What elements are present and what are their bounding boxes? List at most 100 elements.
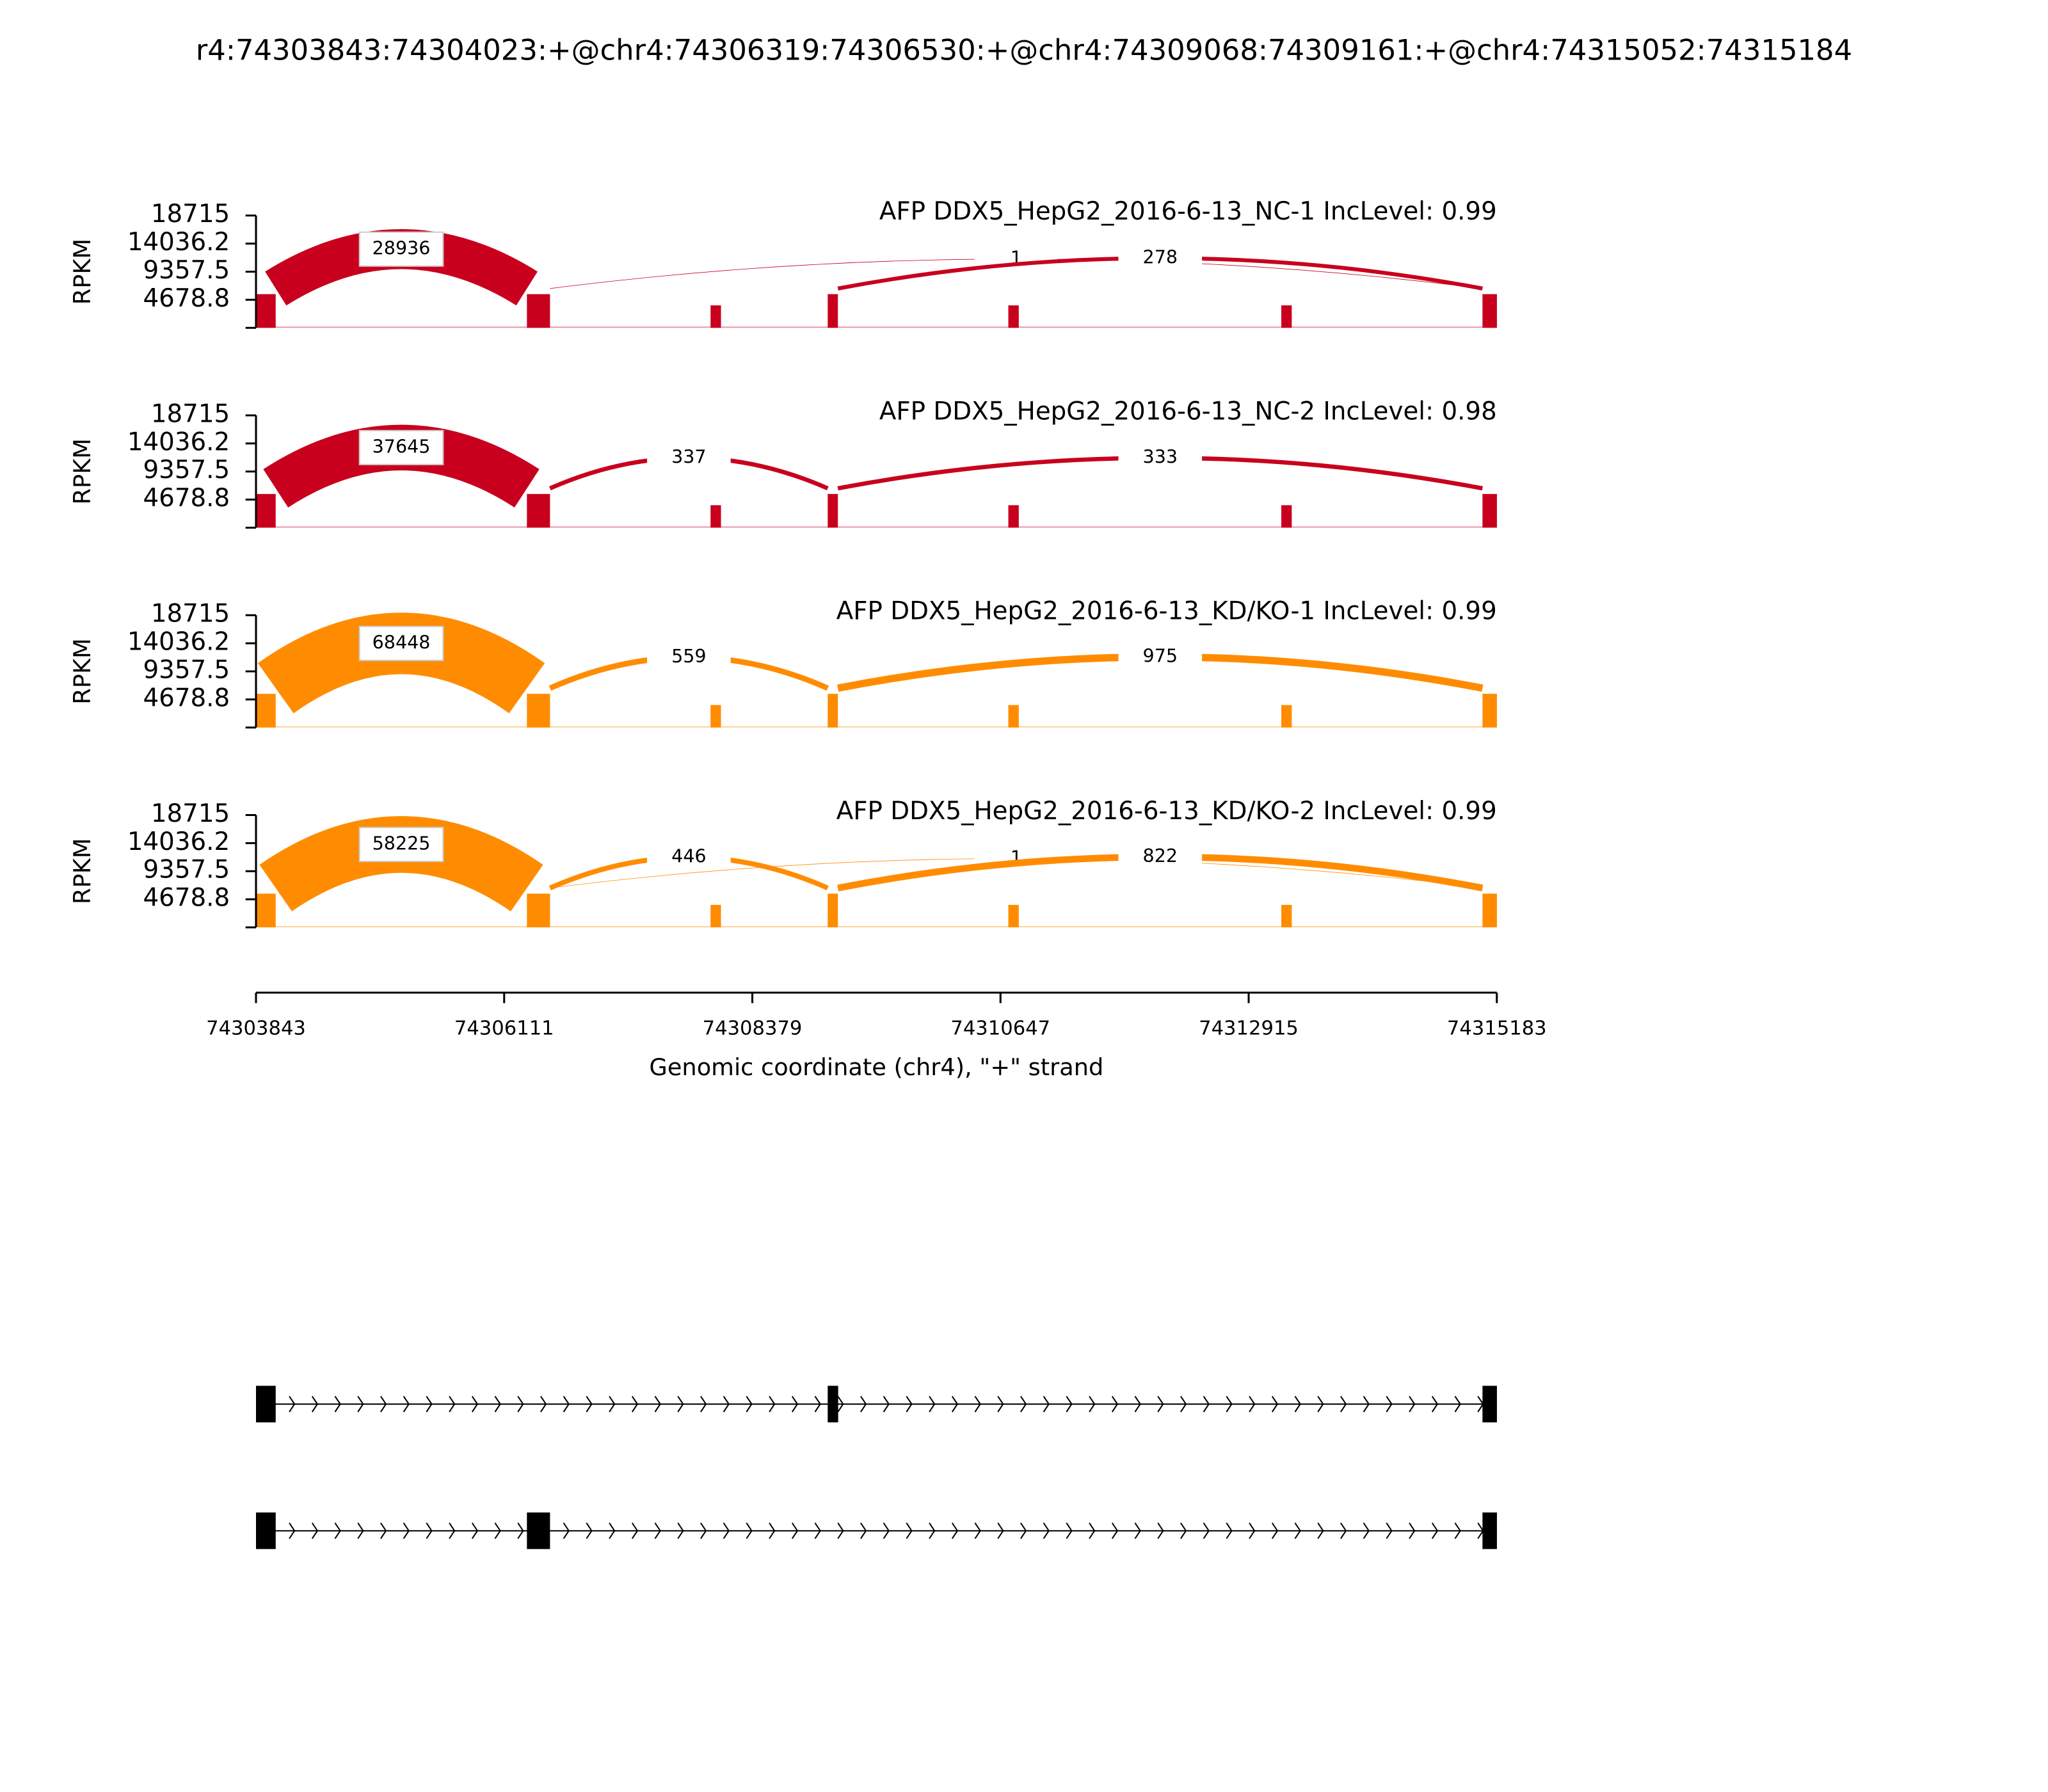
strand-arrow bbox=[1431, 1523, 1439, 1539]
strand-arrow bbox=[1157, 1396, 1164, 1412]
strand-arrow bbox=[654, 1523, 661, 1539]
strand-arrow bbox=[586, 1523, 593, 1539]
y-tick-label: 9357.5 bbox=[143, 256, 230, 285]
junction-label-box bbox=[1118, 840, 1203, 874]
strand-arrow bbox=[1043, 1523, 1050, 1539]
y-tick-label: 9357.5 bbox=[143, 456, 230, 484]
strand-arrow bbox=[677, 1523, 684, 1539]
strand-arrow bbox=[746, 1396, 753, 1412]
strand-arrow bbox=[494, 1523, 501, 1539]
coverage bbox=[710, 305, 721, 328]
strand-arrow bbox=[1180, 1396, 1187, 1412]
chart-title: r4:74303843:74304023:+@chr4:74306319:743… bbox=[196, 33, 1852, 67]
strand-arrow bbox=[791, 1396, 799, 1412]
junction-label-box bbox=[647, 640, 731, 675]
junction-label-box bbox=[647, 840, 731, 875]
strand-arrow bbox=[357, 1396, 364, 1412]
coverage bbox=[527, 893, 550, 927]
junction-label-box bbox=[358, 826, 444, 863]
junction-label-box bbox=[974, 242, 1059, 276]
junction-label-box bbox=[1118, 440, 1203, 475]
strand-arrow bbox=[289, 1523, 296, 1539]
strand-arrow bbox=[449, 1396, 456, 1412]
strand-arrow bbox=[563, 1396, 570, 1412]
strand-arrow bbox=[1271, 1523, 1279, 1539]
junction-count: 37645 bbox=[372, 435, 431, 457]
y-tick-label: 18715 bbox=[151, 799, 230, 828]
strand-arrow bbox=[1157, 1523, 1164, 1539]
strand-arrow bbox=[426, 1396, 433, 1412]
strand-arrow bbox=[1386, 1396, 1393, 1412]
coverage bbox=[256, 294, 276, 328]
coverage bbox=[710, 904, 721, 927]
strand-arrow bbox=[746, 1523, 753, 1539]
junction-label-box bbox=[358, 625, 444, 661]
coverage bbox=[1281, 505, 1292, 528]
junction-count: 822 bbox=[1143, 845, 1178, 867]
strand-arrow bbox=[1111, 1396, 1119, 1412]
strand-arrow bbox=[1409, 1523, 1416, 1539]
exon bbox=[828, 1386, 838, 1423]
strand-arrow bbox=[814, 1523, 821, 1539]
strand-arrow bbox=[1249, 1523, 1256, 1539]
strand-arrow bbox=[334, 1523, 341, 1539]
x-tick-label: 74312915 bbox=[1199, 1018, 1299, 1040]
junction-count: 28936 bbox=[372, 237, 431, 259]
strand-arrow bbox=[334, 1396, 341, 1412]
coverage bbox=[1482, 294, 1497, 328]
strand-arrow bbox=[1066, 1396, 1073, 1412]
strand-arrow bbox=[974, 1396, 981, 1412]
strand-arrow bbox=[883, 1523, 890, 1539]
strand-arrow bbox=[311, 1396, 319, 1412]
y-tick-label: 18715 bbox=[151, 399, 230, 428]
strand-arrow bbox=[631, 1523, 639, 1539]
strand-arrow bbox=[517, 1396, 524, 1412]
strand-arrow bbox=[1134, 1523, 1141, 1539]
x-tick-label: 74315183 bbox=[1447, 1018, 1547, 1040]
x-tick-label: 74308379 bbox=[703, 1018, 803, 1040]
coverage bbox=[1482, 893, 1497, 927]
strand-arrow bbox=[1226, 1523, 1233, 1539]
strand-arrow bbox=[609, 1523, 616, 1539]
coverage bbox=[1008, 904, 1019, 927]
strand-arrow bbox=[403, 1523, 410, 1539]
coverage bbox=[256, 893, 276, 927]
coverage bbox=[828, 493, 838, 528]
exon bbox=[1482, 1512, 1497, 1549]
exon bbox=[256, 1386, 276, 1423]
y-tick-label: 4678.8 bbox=[143, 284, 230, 313]
strand-arrow bbox=[791, 1523, 799, 1539]
strand-arrow bbox=[677, 1396, 684, 1412]
coverage bbox=[828, 893, 838, 927]
coverage bbox=[710, 705, 721, 728]
strand-arrow bbox=[1249, 1396, 1256, 1412]
strand-arrow bbox=[654, 1396, 661, 1412]
strand-arrow bbox=[997, 1523, 1004, 1539]
strand-arrow bbox=[494, 1396, 501, 1412]
strand-arrow bbox=[471, 1396, 479, 1412]
strand-arrow bbox=[769, 1523, 776, 1539]
coverage bbox=[1008, 705, 1019, 728]
junction-count: 333 bbox=[1143, 445, 1178, 467]
strand-arrow bbox=[471, 1523, 479, 1539]
strand-arrow bbox=[700, 1396, 707, 1412]
strand-arrow bbox=[1020, 1396, 1027, 1412]
y-tick-label: 4678.8 bbox=[143, 884, 230, 913]
strand-arrow bbox=[951, 1523, 959, 1539]
strand-arrow bbox=[974, 1523, 981, 1539]
strand-arrow bbox=[1363, 1396, 1370, 1412]
coverage bbox=[828, 694, 838, 728]
junction-label-box bbox=[1118, 639, 1203, 675]
strand-arrow bbox=[929, 1523, 936, 1539]
x-axis-label: Genomic coordinate (chr4), "+" strand bbox=[649, 1053, 1103, 1081]
strand-arrow bbox=[563, 1523, 570, 1539]
strand-arrow bbox=[1340, 1396, 1347, 1412]
coverage bbox=[1482, 694, 1497, 728]
strand-arrow bbox=[517, 1523, 524, 1539]
y-axis-label: RPKM bbox=[68, 438, 96, 504]
strand-arrow bbox=[1317, 1523, 1324, 1539]
x-tick-label: 74310647 bbox=[950, 1018, 1050, 1040]
strand-arrow bbox=[837, 1523, 844, 1539]
panel-label: AFP DDX5_HepG2_2016-6-13_KD/KO-2 IncLeve… bbox=[836, 797, 1497, 826]
junction-count: 68448 bbox=[372, 631, 431, 653]
